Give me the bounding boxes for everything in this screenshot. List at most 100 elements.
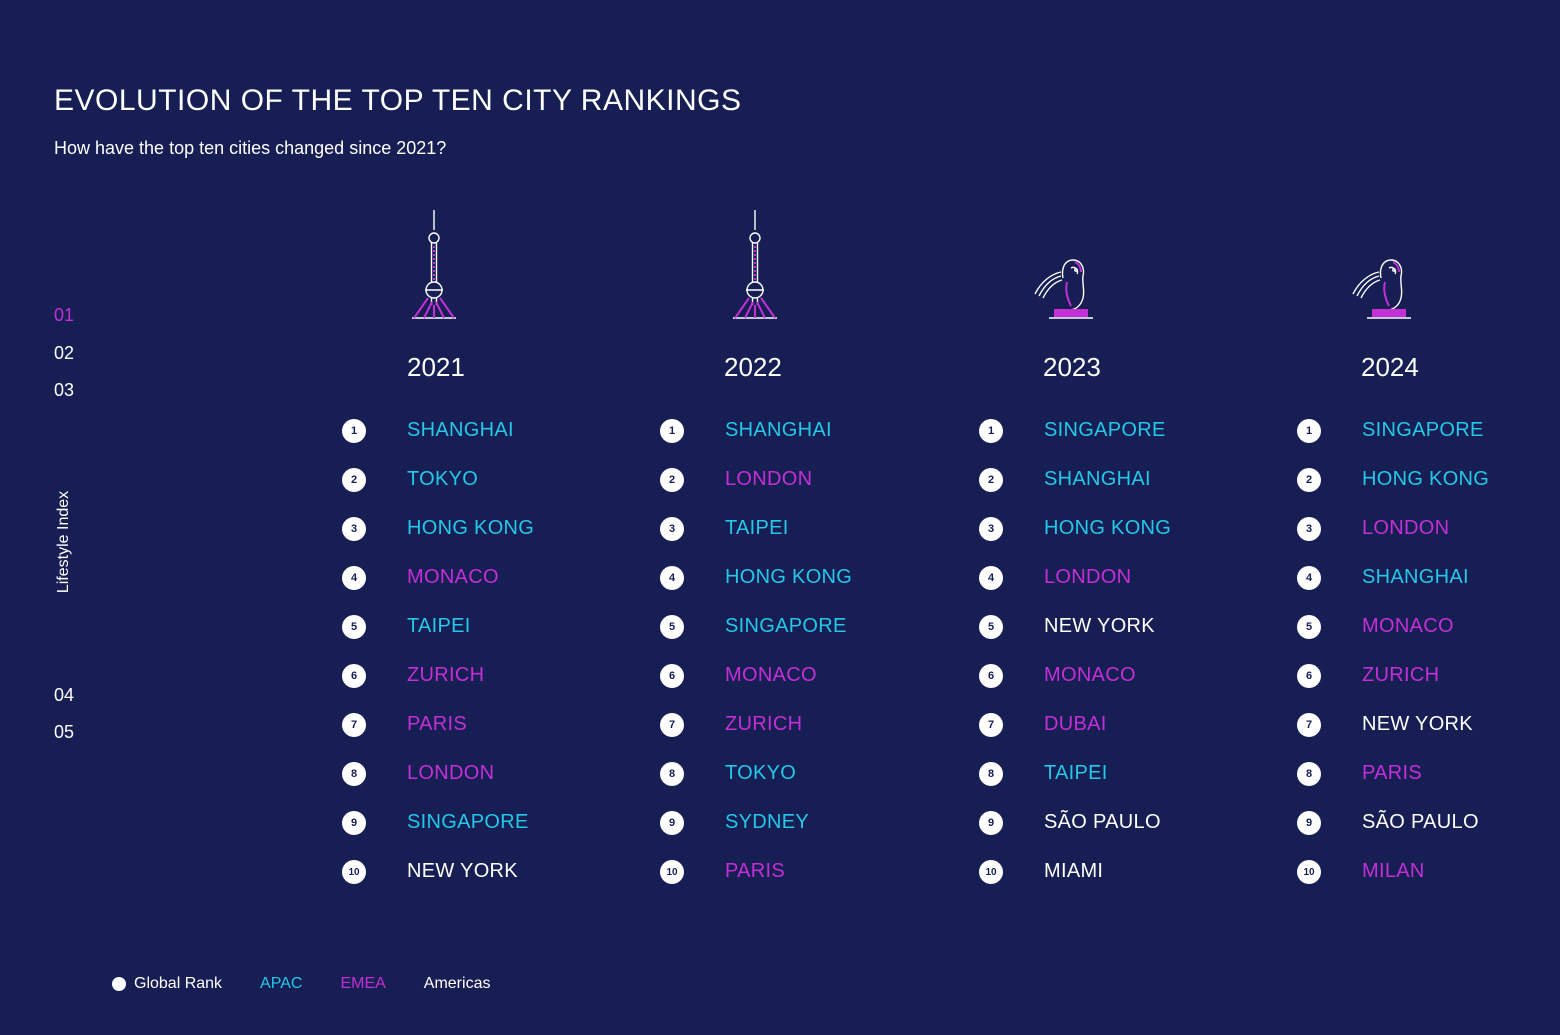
rank-badge: 3 [1297,517,1321,541]
city-name: HONG KONG [1044,517,1172,539]
rank-badge: 7 [1297,713,1321,737]
ranking-row: 1 SHANGHAI [660,416,960,446]
rank-badge: 3 [342,517,366,541]
city-name: NEW YORK [1362,713,1473,735]
rank-badge: 2 [660,468,684,492]
ranking-row: 2 LONDON [660,465,960,495]
legend-global-rank: Global Rank [134,975,223,992]
global-rank-dot-icon [112,977,126,991]
legend-emea: EMEA [340,975,386,992]
ranking-row: 5 TAIPEI [342,612,642,642]
ranking-row: 10 MILAN [1297,857,1560,887]
city-name: SHANGHAI [725,419,832,441]
ranking-row: 9 SÃO PAULO [1297,808,1560,838]
city-name: MONACO [1044,664,1136,686]
nav-item-05[interactable]: 05 [54,722,75,742]
rank-badge: 5 [660,615,684,639]
city-name: TAIPEI [725,517,789,539]
city-name: PARIS [1362,762,1423,784]
rank-badge: 8 [1297,762,1321,786]
city-name: SHANGHAI [1362,566,1469,588]
column-year: 2021 [407,352,465,382]
city-name: SINGAPORE [407,811,529,833]
nav-item-01[interactable]: 01 [54,305,75,325]
ranking-row: 8 TOKYO [660,759,960,789]
ranking-row: 5 SINGAPORE [660,612,960,642]
rank-badge: 4 [1297,566,1321,590]
rank-badge: 4 [342,566,366,590]
ranking-row: 3 LONDON [1297,514,1560,544]
ranking-row: 8 TAIPEI [979,759,1279,789]
ranking-row: 2 HONG KONG [1297,465,1560,495]
rank-badge: 8 [660,762,684,786]
city-name: SYDNEY [725,811,810,833]
ranking-row: 1 SHANGHAI [342,416,642,446]
rank-badge: 9 [1297,811,1321,835]
rank-badge: 4 [660,566,684,590]
city-name: DUBAI [1044,713,1107,735]
city-name: SINGAPORE [725,615,847,637]
rank-badge: 1 [1297,419,1321,443]
ranking-row: 5 NEW YORK [979,612,1279,642]
rank-badge: 7 [342,713,366,737]
legend: Global Rank APAC EMEA Americas [112,972,528,996]
rank-badge: 10 [1297,860,1321,884]
rank-badge: 1 [979,419,1003,443]
merlion-icon [1349,210,1429,335]
rank-badge: 10 [342,860,366,884]
rank-badge: 9 [342,811,366,835]
column-year: 2024 [1361,352,1419,382]
rank-badge: 2 [342,468,366,492]
ranking-row: 6 MONACO [979,661,1279,691]
rank-badge: 8 [979,762,1003,786]
ranking-row: 8 LONDON [342,759,642,789]
nav-item-02[interactable]: 02 [54,343,75,363]
city-name: TOKYO [407,468,479,490]
ranking-row: 5 MONACO [1297,612,1560,642]
city-name: PARIS [725,860,786,882]
ranking-row: 2 SHANGHAI [979,465,1279,495]
nav-section-label: Lifestyle Index [55,490,72,594]
rank-badge: 2 [1297,468,1321,492]
nav-item-04[interactable]: 04 [54,685,75,705]
rank-badge: 5 [979,615,1003,639]
rank-badge: 6 [342,664,366,688]
ranking-row: 10 NEW YORK [342,857,642,887]
city-name: HONG KONG [1362,468,1490,490]
ranking-row: 3 HONG KONG [979,514,1279,544]
rank-badge: 9 [660,811,684,835]
city-name: HONG KONG [407,517,535,539]
city-name: LONDON [1362,517,1450,539]
ranking-row: 3 HONG KONG [342,514,642,544]
ranking-row: 4 SHANGHAI [1297,563,1560,593]
ranking-row: 8 PARIS [1297,759,1560,789]
city-name: ZURICH [725,713,803,735]
nav-item-03[interactable]: 03 [54,380,75,400]
ranking-row: 2 TOKYO [342,465,642,495]
rank-badge: 3 [979,517,1003,541]
ranking-row: 1 SINGAPORE [979,416,1279,446]
page-title: EVOLUTION OF THE TOP TEN CITY RANKINGS [54,84,742,117]
city-name: MILAN [1362,860,1425,882]
city-name: SHANGHAI [407,419,514,441]
city-name: MIAMI [1044,860,1104,882]
page-subtitle: How have the top ten cities changed sinc… [54,138,447,158]
ranking-row: 7 PARIS [342,710,642,740]
city-name: ZURICH [407,664,485,686]
rank-badge: 6 [979,664,1003,688]
city-name: NEW YORK [407,860,518,882]
ranking-row: 7 ZURICH [660,710,960,740]
city-name: SÃO PAULO [1044,811,1161,833]
city-name: LONDON [1044,566,1132,588]
city-name: MONACO [1362,615,1454,637]
rank-badge: 1 [660,419,684,443]
legend-apac: APAC [260,975,303,992]
city-name: SINGAPORE [1044,419,1166,441]
rank-badge: 8 [342,762,366,786]
merlion-icon [1031,210,1111,335]
rank-badge: 1 [342,419,366,443]
city-name: LONDON [407,762,495,784]
tv-tower-icon [715,210,795,335]
city-name: ZURICH [1362,664,1440,686]
ranking-row: 1 SINGAPORE [1297,416,1560,446]
